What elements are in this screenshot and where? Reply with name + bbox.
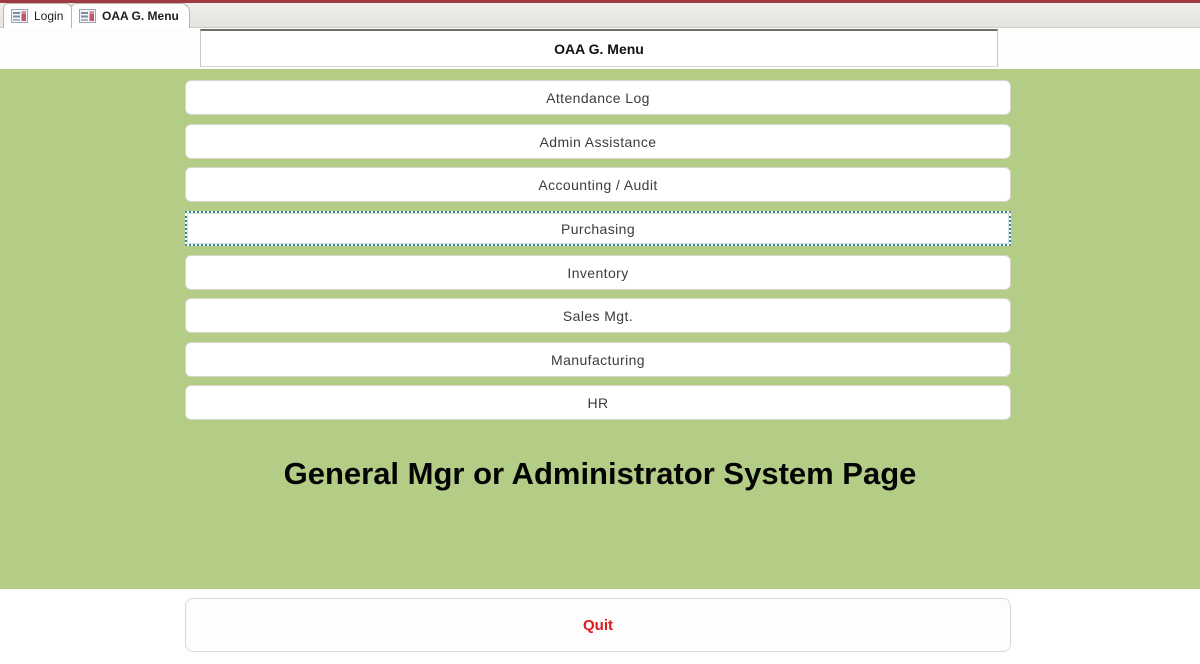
menu-button-hr[interactable]: HR [185, 385, 1011, 420]
tab-oaa-g-menu[interactable]: OAA G. Menu [71, 3, 190, 28]
window-top-accent-line [0, 0, 1200, 3]
quit-button[interactable]: Quit [185, 598, 1011, 652]
menu-button-manufacturing[interactable]: Manufacturing [185, 342, 1011, 377]
menu-button-purchasing[interactable]: Purchasing [185, 211, 1011, 246]
menu-button-inventory[interactable]: Inventory [185, 255, 1011, 290]
menu-button-attendance-log[interactable]: Attendance Log [185, 80, 1011, 115]
document-tab-bar: Login OAA G. Menu [0, 3, 1200, 28]
form-title-box: OAA G. Menu [200, 29, 998, 67]
tab-oaa-g-menu-label: OAA G. Menu [102, 9, 179, 23]
menu-button-admin-assistance[interactable]: Admin Assistance [185, 124, 1011, 159]
page-title: General Mgr or Administrator System Page [283, 456, 917, 491]
menu-button-sales-mgt[interactable]: Sales Mgt. [185, 298, 1011, 333]
form-icon [11, 9, 28, 23]
form-icon [79, 9, 96, 23]
menu-button-accounting-audit[interactable]: Accounting / Audit [185, 167, 1011, 202]
tab-login[interactable]: Login [3, 3, 75, 28]
form-title: OAA G. Menu [554, 40, 644, 57]
tab-login-label: Login [34, 9, 64, 23]
